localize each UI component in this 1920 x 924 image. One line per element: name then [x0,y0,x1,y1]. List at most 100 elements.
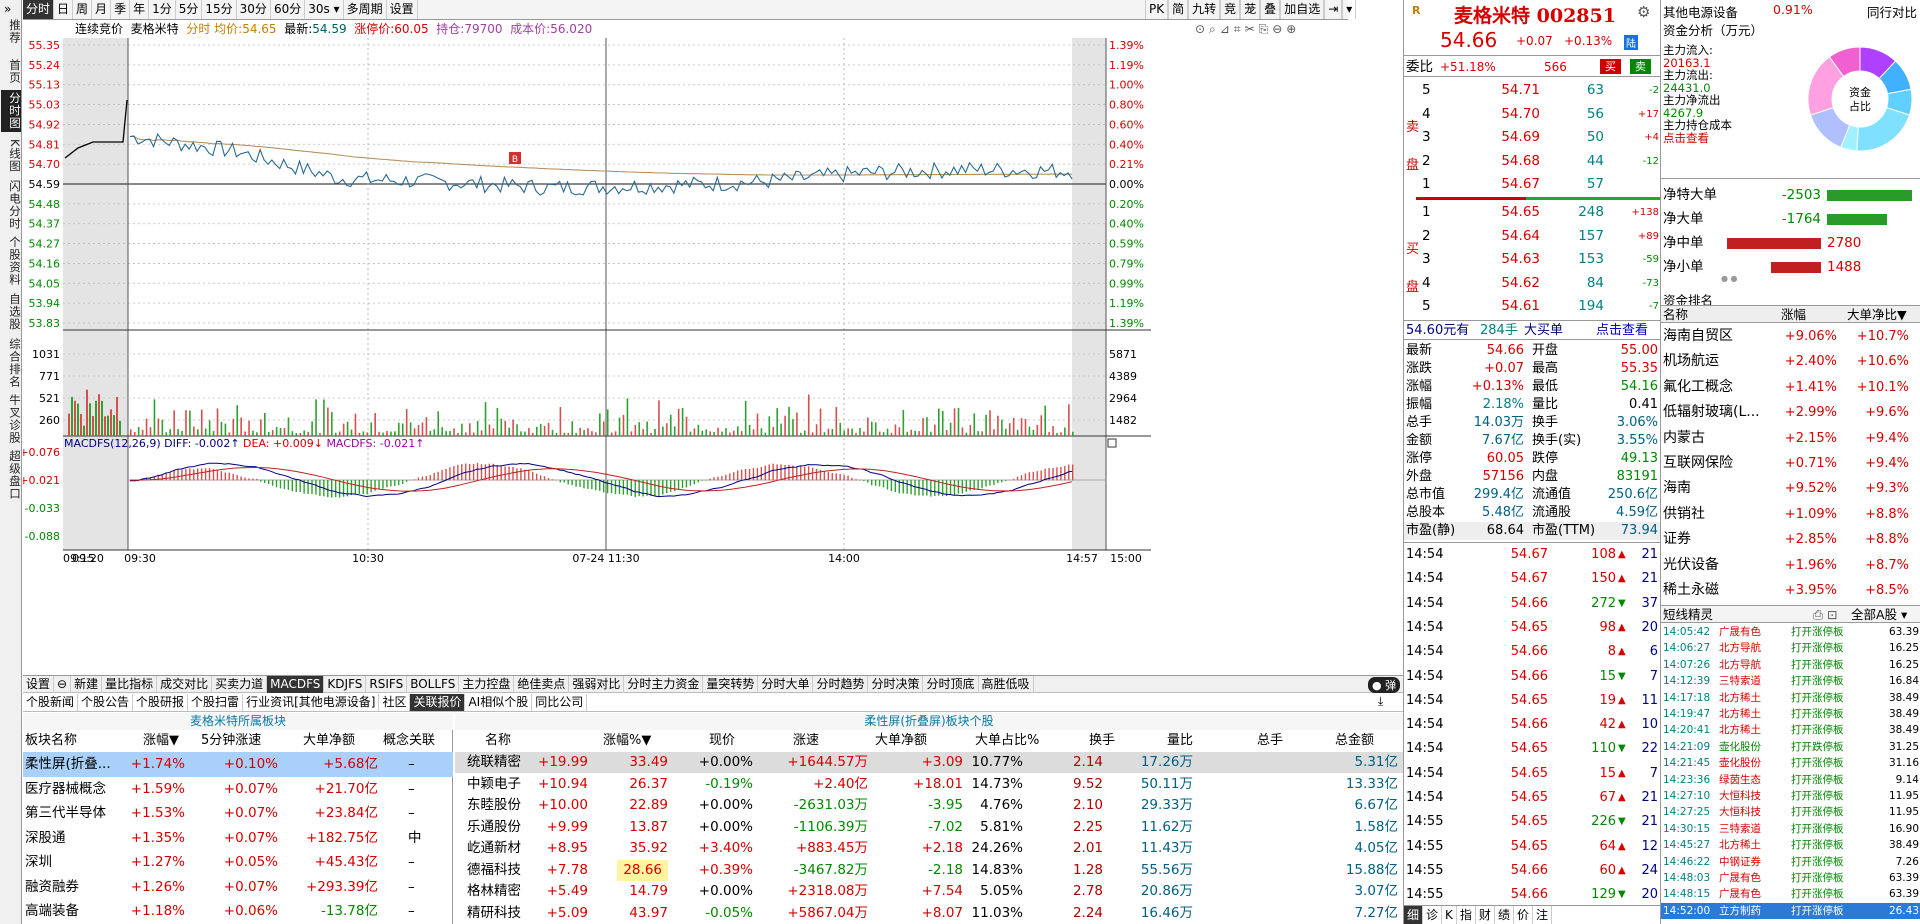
short-row[interactable]: 14:07:26 北方导航 打开涨停板 16.25 [1661,657,1920,673]
simple-button[interactable]: 简 [1168,0,1189,19]
ask-level[interactable]: 5 54.71 63 -2 [1404,79,1661,102]
rank-row[interactable]: 光伏设备 +1.96% +8.7% [1661,553,1920,578]
download-icon[interactable]: ⤓ [1378,694,1384,708]
jiuzhuan-button[interactable]: 九转 [1188,0,1221,19]
short-tool-icons[interactable]: ⎙ ⊡ [1813,607,1838,622]
indicator-tab-macdfs[interactable]: MACDFS [267,675,325,693]
info-tab-announcements[interactable]: 个股公告 [78,694,134,711]
stocks-col-pct[interactable]: 涨幅%▼ [603,733,652,748]
indicator-tab-volratio[interactable]: 量比指标 [102,675,158,693]
info-tab-peer[interactable]: 同比公司 [532,694,588,711]
chart-settings[interactable]: 设置 [387,0,418,19]
nav-arrow-icon[interactable]: ⇥ [1324,0,1343,19]
short-row[interactable]: 14:05:42 广晟有色 打开涨停板 63.39 [1661,624,1920,640]
period-year[interactable]: 年 [130,0,150,19]
sector-row[interactable]: 融资融券 +1.26% +0.07% +293.39亿 – [23,875,453,900]
sector-col-name[interactable]: 板块名称 [25,733,78,748]
quote-tab-finance[interactable]: 财 [1476,906,1495,924]
period-1m[interactable]: 1分 [149,0,176,19]
stocks-col-bignet[interactable]: 大单净额 [875,733,928,748]
rank-row[interactable]: 互联网保险 +0.71% +9.4% [1661,451,1920,476]
sector-col-bignet[interactable]: 大单净额 [303,733,356,748]
rail-recommend[interactable]: 推荐 [8,18,22,44]
rail-stock-profile[interactable]: 个股资料 [8,236,22,286]
ask-level[interactable]: 2 54.68 44 -12 [1404,150,1661,173]
rank-row[interactable]: 氟化工概念 +1.41% +10.1% [1661,375,1920,400]
period-day[interactable]: 日 [54,0,74,19]
info-tab-related-quotes[interactable]: 关联报价 [410,694,466,711]
indicator-tab-sellpoint[interactable]: 绝佳卖点 [514,675,570,693]
rank-row[interactable]: 海南 +9.52% +9.3% [1661,476,1920,501]
sector-col-concept[interactable]: 概念关联 [383,733,436,748]
stocks-col-amount[interactable]: 总金额 [1335,733,1375,748]
indicator-tab-highlow[interactable]: 高胜低吸 [979,675,1034,693]
rank-col-name[interactable]: 名称 [1663,307,1689,322]
collapse-icon[interactable]: » [4,2,12,16]
rail-super-pankou[interactable]: 超级盘口 [8,450,22,500]
indicator-tab-control[interactable]: 主力控盘 [459,675,515,693]
short-row[interactable]: 14:21:09 壶化股份 打开跌停板 31.25 [1661,739,1920,755]
chart-tool-icons[interactable]: ⊙⌕⊿⌗✂⎘⊖⊕ [1195,22,1301,36]
rail-diagnosis[interactable]: 牛叉诊股 [8,394,22,444]
multi-period[interactable]: 多周期 [344,0,387,19]
short-row[interactable]: 14:27:10 大恒科技 打开涨停板 11.95 [1661,788,1920,804]
rank-row[interactable]: 内蒙古 +2.15% +9.4% [1661,426,1920,451]
bid-level[interactable]: 4 54.62 84 -73 [1404,272,1661,295]
quote-tab-diagnose[interactable]: 诊 [1423,906,1443,924]
period-30s-dropdown[interactable]: 30s ▾ [305,0,344,19]
indicator-tab-trend[interactable]: 分时趋势 [813,675,869,693]
quote-tab-index[interactable]: 指 [1457,906,1476,924]
indicator-tab-rsifs[interactable]: RSIFS [366,675,408,693]
sector-row[interactable]: 第三代半导体 +1.53% +0.07% +23.84亿 – [23,801,453,826]
stock-row[interactable]: 东睦股份 +10.00 22.89 +0.00% -2631.03万 -3.95 4.76%… [455,795,1403,816]
rail-home[interactable]: 首页 [8,58,22,84]
main-cost-link[interactable]: 点击查看 [1663,130,1709,145]
short-row[interactable]: 14:17:18 北方稀土 打开涨停板 38.49 [1661,690,1920,706]
short-row[interactable]: 14:48:15 广晟有色 打开涨停板 63.39 [1661,886,1920,902]
quote-tab-performance[interactable]: 绩 [1495,906,1514,924]
period-season[interactable]: 季 [111,0,131,19]
quote-tab-price[interactable]: 价 [1514,906,1533,924]
period-fenshi[interactable]: 分时 [23,0,55,19]
indicator-tab-toggle-icon[interactable]: ⊖ [54,675,72,693]
short-row[interactable]: 14:30:15 三特索道 打开涨停板 16.90 [1661,821,1920,837]
short-row[interactable]: 14:27:25 大恒科技 打开涨停板 11.95 [1661,804,1920,820]
period-5m[interactable]: 5分 [176,0,203,19]
peer-compare-link[interactable]: 同行对比 [1867,5,1918,20]
popup-toggle[interactable]: ● 弹 [1368,677,1401,693]
stock-row[interactable]: 德福科技 +7.78 28.66 +0.39% -3467.82万 -2.18 14.83%… [455,859,1403,881]
stocks-col-totalvol[interactable]: 总手 [1257,733,1284,748]
sector-row[interactable]: 深股通 +1.35% +0.07% +182.75亿 中 [23,826,453,851]
info-tab-research[interactable]: 个股研报 [133,694,189,711]
indicator-tab-compare[interactable]: 成交对比 [157,675,213,693]
buy-marker-icon[interactable] [509,152,521,164]
short-row[interactable]: 14:21:45 壶化股份 打开涨停板 31.16 [1661,755,1920,771]
rank-row[interactable]: 低辐射玻璃(L... +2.99% +9.6% [1661,400,1920,425]
indicator-tab-buysell[interactable]: 买卖力道 [212,675,268,693]
rank-row[interactable]: 证券 +2.85% +8.8% [1661,527,1920,552]
ask-level[interactable]: 1 54.67 57 [1404,173,1661,196]
bid-level[interactable]: 2 54.64 157 +89 [1404,225,1661,248]
ask-level[interactable]: 4 54.70 56 +17 [1404,103,1661,126]
indicator-tab-mainfund[interactable]: 分时主力资金 [624,675,704,693]
indicator-tab-decision[interactable]: 分时决策 [868,675,924,693]
rank-row[interactable]: 机场航运 +2.40% +10.6% [1661,349,1920,374]
stock-row[interactable]: 统联精密 +19.99 33.49 +0.00% +1644.57万 +3.09 10.77… [455,752,1403,773]
info-tab-community[interactable]: 社区 [379,694,411,711]
bid-level[interactable]: 1 54.65 248 +138 [1404,201,1661,224]
short-row[interactable]: 14:48:03 广晟有色 打开涨停板 63.39 [1661,870,1920,886]
add-watchlist-button[interactable]: 加自选 [1280,0,1325,19]
period-60m[interactable]: 60分 [271,0,306,19]
indicator-tab-settings[interactable]: 设置 [23,675,55,693]
stocks-col-name[interactable]: 名称 [485,733,512,748]
pk-button[interactable]: PK [1145,0,1169,19]
stocks-col-turnover[interactable]: 换手 [1089,733,1116,748]
info-tab-ai-similar[interactable]: AI相似个股 [465,694,533,711]
bid-level[interactable]: 3 54.63 153 -59 [1404,248,1661,271]
period-month[interactable]: 月 [92,0,112,19]
quote-tab-k[interactable]: K [1442,906,1457,924]
short-filter[interactable]: 全部A股 ▾ [1851,607,1908,622]
indicator-tab-topbottom[interactable]: 分时顶底 [923,675,979,693]
industry-name[interactable]: 其他电源设备 [1663,5,1739,20]
long-button[interactable]: 茏 [1240,0,1261,19]
